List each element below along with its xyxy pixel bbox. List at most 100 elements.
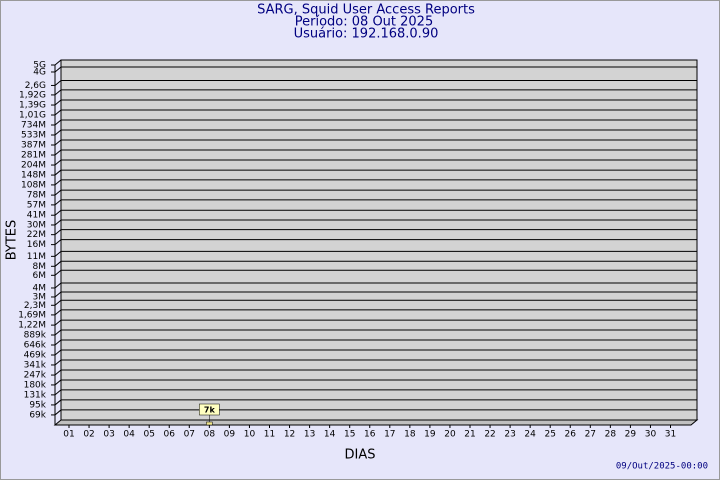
y-tick-label: 1,92G <box>19 90 46 100</box>
grid-line <box>54 239 62 246</box>
grid-line <box>54 139 62 146</box>
grid-line <box>54 169 62 176</box>
x-tick-label: 04 <box>123 430 135 440</box>
y-tick-label: 5G <box>33 61 46 71</box>
x-tick-label: 26 <box>565 430 577 440</box>
x-tick-label: 18 <box>404 430 416 440</box>
y-tick-label: 131k <box>24 390 47 400</box>
y-tick-label: 4M <box>33 283 47 293</box>
grid-line <box>54 229 62 236</box>
y-tick-label: 69k <box>29 410 46 420</box>
x-tick-label: 06 <box>164 430 176 440</box>
y-tick-label: 2,3M <box>24 301 46 311</box>
grid-line <box>54 59 62 66</box>
grid-line <box>54 291 62 298</box>
x-tick-label: 29 <box>625 430 637 440</box>
grid-line <box>54 409 62 416</box>
grid-line <box>54 189 62 196</box>
y-tick-label: 95k <box>29 400 46 410</box>
y-tick-label: 6M <box>33 271 47 281</box>
x-tick-label: 27 <box>585 430 596 440</box>
y-tick-label: 180k <box>24 380 47 390</box>
y-tick-label: 108M <box>21 180 46 190</box>
subtitle: Usuário: 192.168.0.90 <box>294 27 439 42</box>
grid-line <box>54 109 62 116</box>
x-tick-label: 31 <box>665 430 676 440</box>
y-tick-label: 57M <box>27 200 46 210</box>
chart-title: SARG, Squid User Access Reports <box>257 3 475 18</box>
y-tick-label: 8M <box>33 262 47 272</box>
x-tick-label: 16 <box>364 430 376 440</box>
x-tick-label: 22 <box>484 430 495 440</box>
y-tick-label: 148M <box>21 171 46 181</box>
subtitle: Período: 08 Out 2025 <box>295 15 433 30</box>
x-tick-label: 13 <box>304 430 315 440</box>
y-tick-label: 30M <box>27 220 46 230</box>
x-tick-label: 02 <box>83 430 94 440</box>
x-tick-label: 08 <box>204 430 216 440</box>
grid-line <box>54 329 62 336</box>
x-tick-label: 25 <box>544 430 555 440</box>
y-tick-label: 387M <box>21 141 46 151</box>
x-axis-label: DIAS <box>345 448 376 463</box>
grid-line <box>54 389 62 396</box>
y-tick-label: 469k <box>24 351 47 361</box>
x-tick-label: 30 <box>645 430 657 440</box>
footer: 09/Out/2025-00:00 <box>616 462 708 472</box>
y-tick-label: 1,39G <box>19 101 46 111</box>
grid-line <box>54 369 62 376</box>
grid-line <box>54 199 62 206</box>
y-tick-label: 1,22M <box>18 321 46 331</box>
y-tick-label: 3M <box>33 292 47 302</box>
grid-line <box>54 66 62 73</box>
y-tick-label: 41M <box>27 211 46 221</box>
x-tick-label: 28 <box>605 430 617 440</box>
x-tick-label: 10 <box>244 430 256 440</box>
x-tick-label: 19 <box>424 430 436 440</box>
x-tick-label: 17 <box>384 430 395 440</box>
x-tick-label: 20 <box>444 430 456 440</box>
y-tick-label: 22M <box>27 230 46 240</box>
grid-line <box>54 80 62 86</box>
y-tick-label: 734M <box>21 120 46 130</box>
grid-line <box>54 399 62 406</box>
grid-line <box>54 129 62 136</box>
x-tick-label: 21 <box>464 430 475 440</box>
y-tick-label: 1,01G <box>19 111 46 121</box>
y-tick-label: 889k <box>24 331 47 341</box>
grid-line <box>54 339 62 346</box>
x-tick-label: 03 <box>103 430 114 440</box>
grid-line <box>54 299 62 306</box>
grid-line <box>54 379 62 386</box>
y-tick-label: 341k <box>24 360 47 370</box>
y-tick-label: 281M <box>21 151 46 161</box>
grid-line <box>54 309 62 316</box>
x-tick-label: 07 <box>184 430 195 440</box>
grid-line <box>54 282 62 289</box>
x-tick-label: 05 <box>143 430 154 440</box>
y-tick-label: 11M <box>27 252 46 262</box>
y-axis-label: BYTES <box>5 220 20 261</box>
x-tick-label: 24 <box>524 430 536 440</box>
x-tick-label: 23 <box>504 430 515 440</box>
y-tick-label: 247k <box>24 371 47 381</box>
x-tick-label: 11 <box>264 430 275 440</box>
y-tick-label: 646k <box>24 340 47 350</box>
grid-line <box>54 260 62 267</box>
grid-line <box>54 179 62 186</box>
y-tick-label: 204M <box>21 161 46 171</box>
x-tick-label: 01 <box>63 430 74 440</box>
grid-line <box>54 209 62 216</box>
x-tick-label: 12 <box>284 430 295 440</box>
y-tick-label: 2,6G <box>25 81 46 91</box>
grid-line <box>54 250 62 257</box>
y-tick-label: 4G <box>33 67 46 77</box>
grid-line <box>54 159 62 166</box>
grid-line <box>54 219 62 226</box>
y-tick-label: 1,69M <box>18 310 46 320</box>
y-tick-label: 16M <box>27 240 46 250</box>
y-tick-label: 78M <box>27 191 46 201</box>
grid-line <box>54 319 62 326</box>
bar <box>206 421 213 426</box>
